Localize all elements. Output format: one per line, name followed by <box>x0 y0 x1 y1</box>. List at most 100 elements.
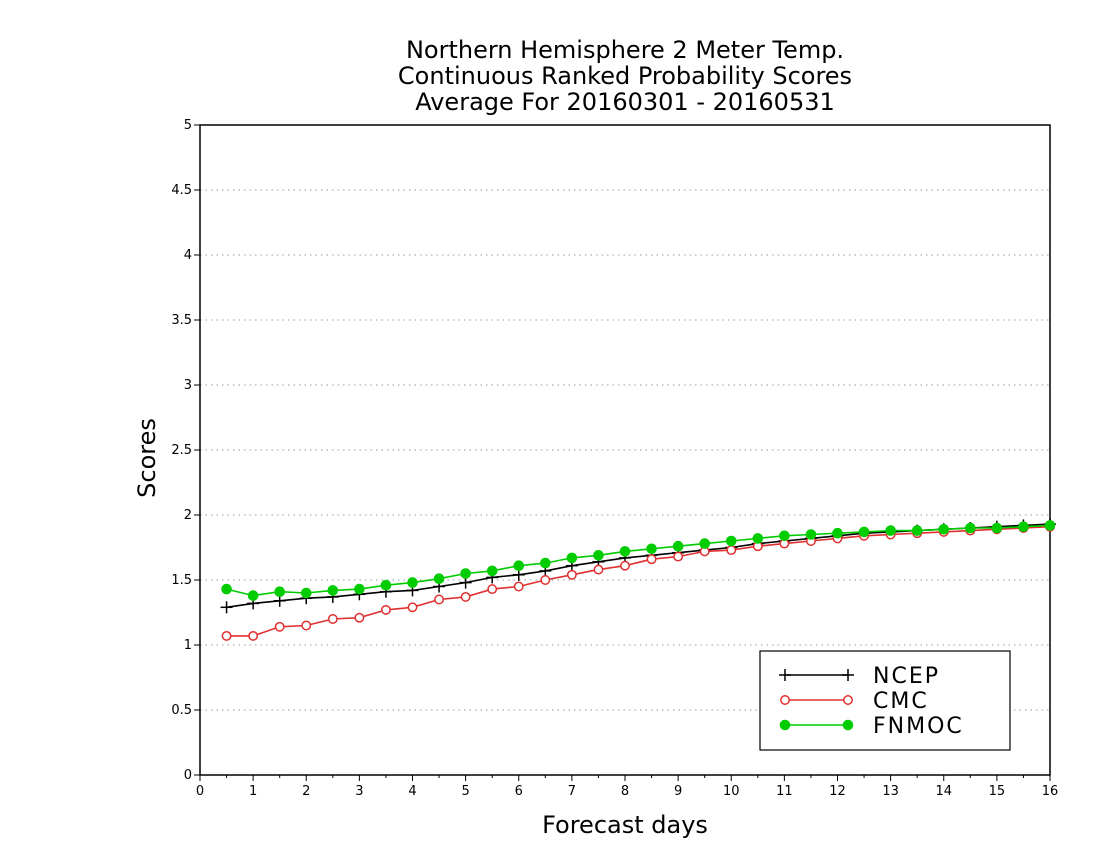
data-point-cmc <box>354 612 365 623</box>
x-tick-label: 4 <box>408 784 416 799</box>
x-tick-label: 15 <box>989 784 1006 799</box>
data-point-fnmoc <box>779 530 790 542</box>
data-point-fnmoc <box>540 557 551 569</box>
data-point-fnmoc <box>460 568 471 579</box>
data-point-fnmoc <box>832 527 843 539</box>
legend-marker <box>779 669 791 681</box>
data-point-fnmoc <box>619 546 631 557</box>
data-point-fnmoc <box>911 525 923 536</box>
data-point-fnmoc <box>593 550 604 561</box>
data-point-fnmoc <box>486 565 498 577</box>
data-point-fnmoc <box>672 540 684 552</box>
x-tick-label: 13 <box>882 784 899 799</box>
data-point-cmc <box>380 604 391 615</box>
y-tick-label: 0 <box>184 768 192 783</box>
chart-title: Northern Hemisphere 2 Meter Temp. Contin… <box>398 36 852 116</box>
y-tick-label: 4 <box>184 248 192 263</box>
legend-label: FNMOC <box>873 714 964 739</box>
data-point-fnmoc <box>752 533 764 544</box>
y-tick-label: 3 <box>184 378 192 393</box>
legend-item-fnmoc: FNMOC <box>779 714 964 739</box>
legend-marker <box>779 719 791 731</box>
x-axis: 0 1 2 3 4 5 6 7 8 9 10 11 12 13 14 15 16 <box>196 775 1058 799</box>
y-tick-label: 1.5 <box>171 573 192 588</box>
data-point-fnmoc <box>991 522 1003 534</box>
data-point-cmc <box>726 545 737 556</box>
x-tick-label: 14 <box>935 784 952 799</box>
y-tick-label: 2.5 <box>171 443 192 458</box>
x-tick-label: 11 <box>776 784 793 799</box>
data-point-fnmoc <box>513 560 525 572</box>
data-point-ncep <box>220 601 233 614</box>
y-axis: 0 0.5 1 1.5 2 2.5 3 3.5 4 4.5 5 <box>171 118 200 783</box>
legend-marker <box>843 695 853 705</box>
series-line-fnmoc <box>226 524 1051 597</box>
data-point-fnmoc <box>805 529 817 540</box>
data-point-cmc <box>460 591 471 602</box>
x-tick-label: 5 <box>461 784 469 799</box>
title-line-3: Average For 20160301 - 20160531 <box>415 88 835 116</box>
data-point-fnmoc <box>1044 520 1056 531</box>
gridlines <box>200 124 1050 711</box>
legend-marker <box>842 719 854 731</box>
x-tick-label: 0 <box>196 784 204 799</box>
title-line-1: Northern Hemisphere 2 Meter Temp. <box>406 36 844 64</box>
y-tick-label: 0.5 <box>171 703 192 718</box>
data-point-cmc <box>327 614 338 624</box>
data-point-fnmoc <box>646 543 657 555</box>
series-line-ncep <box>226 523 1051 609</box>
series-fnmoc <box>221 520 1056 601</box>
x-axis-title: Forecast days <box>542 811 708 839</box>
data-point-cmc <box>646 554 657 565</box>
legend-marker <box>842 669 854 681</box>
data-point-fnmoc <box>380 579 392 591</box>
x-tick-label: 6 <box>515 784 523 799</box>
legend-item-ncep: NCEP <box>779 664 940 689</box>
x-tick-label: 2 <box>302 784 310 799</box>
data-point-fnmoc <box>1018 521 1029 533</box>
data-point-cmc <box>434 594 445 605</box>
x-tick-label: 16 <box>1042 784 1059 799</box>
x-tick-label: 8 <box>621 784 629 799</box>
y-tick-label: 4.5 <box>171 183 192 198</box>
data-point-cmc <box>407 602 418 613</box>
data-point-cmc <box>274 621 285 632</box>
x-tick-label: 10 <box>723 784 740 799</box>
data-point-cmc <box>620 560 630 571</box>
title-line-2: Continuous Ranked Probability Scores <box>398 62 852 90</box>
x-tick-label: 7 <box>568 784 576 799</box>
x-tick-label: 12 <box>829 784 846 799</box>
data-point-cmc <box>540 575 551 585</box>
data-point-fnmoc <box>300 587 312 599</box>
data-point-fnmoc <box>965 522 976 534</box>
y-tick-label: 5 <box>184 118 192 133</box>
data-point-fnmoc <box>354 583 365 595</box>
y-tick-label: 1 <box>184 638 192 653</box>
data-point-cmc <box>487 584 498 595</box>
legend-item-cmc: CMC <box>780 689 929 714</box>
legend-label: CMC <box>873 689 929 714</box>
data-point-cmc <box>566 569 577 580</box>
data-point-cmc <box>593 564 604 575</box>
data-point-fnmoc <box>247 590 259 601</box>
data-point-fnmoc <box>725 535 737 547</box>
y-axis-title: Scores <box>133 418 161 498</box>
data-point-cmc <box>221 630 232 641</box>
data-point-fnmoc <box>938 524 950 535</box>
data-point-fnmoc <box>433 573 445 585</box>
x-tick-label: 1 <box>249 784 257 799</box>
data-point-cmc <box>673 551 684 562</box>
data-point-fnmoc <box>699 538 710 549</box>
series-layer <box>220 518 1056 641</box>
data-point-cmc <box>301 620 312 631</box>
x-tick-label: 9 <box>674 784 682 799</box>
data-point-fnmoc <box>885 525 896 536</box>
legend-label: NCEP <box>873 664 940 689</box>
data-point-fnmoc <box>566 552 578 564</box>
data-point-fnmoc <box>407 577 418 588</box>
y-tick-label: 2 <box>184 508 192 523</box>
series-cmc <box>221 521 1055 641</box>
data-point-fnmoc <box>274 586 285 598</box>
data-point-fnmoc <box>858 526 870 538</box>
